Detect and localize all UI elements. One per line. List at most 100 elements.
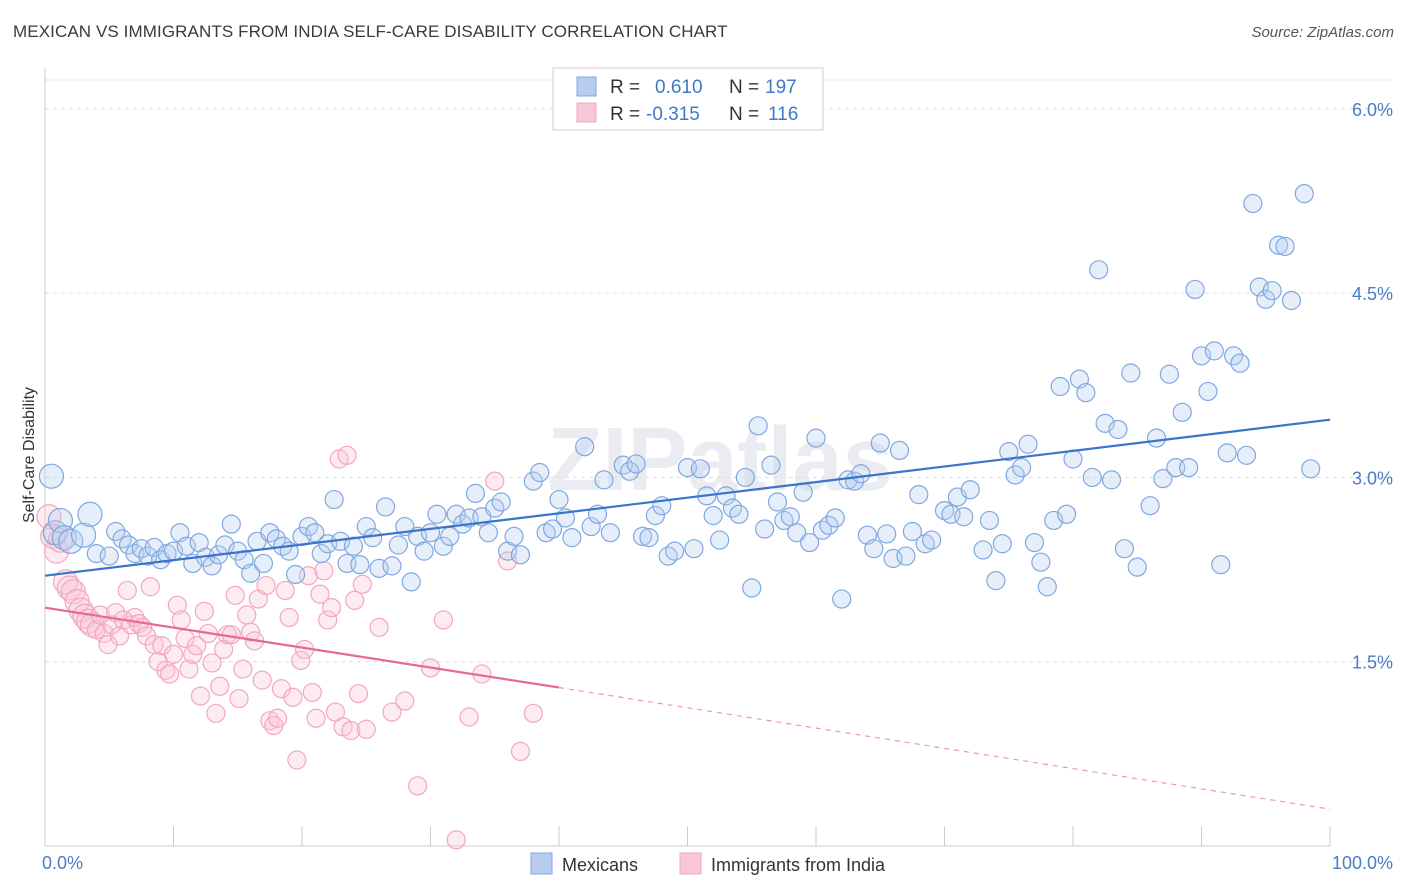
mexican-point-77 (549, 489, 569, 510)
mexican-point-8 (99, 546, 119, 566)
india-point-80 (348, 684, 369, 704)
mexican-point-32 (253, 553, 274, 574)
legend-swatch-mexicans (576, 76, 597, 97)
mexican-point-175 (1217, 443, 1237, 463)
mexican-point-108 (767, 492, 788, 512)
mexican-point-170 (1185, 279, 1205, 300)
mexican-point-41 (311, 543, 331, 564)
india-point-84 (382, 702, 402, 722)
mexican-point-3 (51, 525, 77, 551)
mexican-point-76 (542, 519, 563, 539)
india-point-51 (237, 605, 257, 625)
mexican-point-114 (806, 428, 826, 448)
trend-lines (44, 418, 1331, 810)
mexican-point-131 (915, 534, 935, 554)
mexican-point-65 (465, 483, 486, 503)
mexican-point-5 (70, 522, 97, 548)
india-point-88 (433, 610, 453, 630)
mexican-point-115 (812, 520, 833, 540)
mexican-point-110 (780, 507, 800, 527)
legend-r-label-1: R = (610, 77, 640, 98)
y-tick-label-0: 1.5% (1352, 653, 1393, 673)
mexican-point-99 (710, 530, 730, 550)
mexican-point-124 (870, 433, 890, 453)
india-point-70 (310, 584, 330, 604)
india-point-48 (225, 585, 245, 605)
india-point-90 (459, 707, 479, 727)
stats-legend: R = 0.610 N = 197 R = -0.315 N = 116 (552, 67, 824, 131)
india-point-77 (337, 445, 357, 465)
mexican-point-133 (934, 501, 955, 521)
mexican-point-142 (999, 442, 1019, 462)
mexican-point-112 (793, 482, 813, 502)
mexican-point-163 (1140, 496, 1160, 516)
mexican-point-145 (1018, 434, 1038, 454)
mexican-point-83 (594, 470, 614, 490)
tick-labels: 1.5% 3.0% 4.5% 6.0% 0.0% 100.0% (42, 100, 1393, 873)
x-tick-label-0: 0.0% (42, 853, 83, 873)
mexican-point-173 (1204, 341, 1224, 361)
mexican-point-20 (176, 536, 196, 556)
y-axis-title: Self-Care Disability (21, 387, 38, 523)
mexican-point-95 (684, 539, 704, 559)
india-point-56 (256, 575, 276, 596)
bottom-legend-label-india: Immigrants from India (711, 855, 886, 875)
india-point-18 (109, 626, 130, 646)
india-point-72 (318, 610, 338, 630)
bottom-legend-label-mexicans: Mexicans (562, 855, 638, 875)
india-point-95 (523, 703, 543, 723)
india-point-16 (102, 615, 122, 635)
mexican-point-57 (414, 541, 434, 561)
mexican-point-159 (1108, 419, 1128, 440)
mexican-point-148 (1037, 577, 1057, 597)
mexican-point-24 (202, 556, 222, 576)
mexican-point-71 (504, 526, 524, 547)
mexican-point-117 (825, 508, 845, 528)
mexican-point-69 (491, 492, 511, 512)
india-point-78 (341, 720, 361, 741)
x-tick-label-1: 100.0% (1332, 853, 1393, 873)
mexican-point-106 (754, 519, 775, 539)
india-point-59 (267, 708, 288, 728)
india-point-33 (167, 595, 187, 615)
mexican-point-143 (1005, 465, 1025, 485)
mexican-point-166 (1159, 364, 1179, 384)
mexican-point-113 (799, 532, 820, 553)
mexican-point-182 (1262, 281, 1282, 301)
mexican-point-80 (575, 437, 595, 457)
india-point-74 (325, 702, 346, 722)
mexican-point-147 (1031, 552, 1051, 572)
mexican-point-164 (1146, 428, 1167, 448)
mexican-point-47 (350, 555, 370, 575)
india-point-30 (156, 660, 176, 680)
india-point-63 (283, 687, 303, 707)
mexican-point-118 (832, 589, 852, 609)
mexican-series (38, 184, 1321, 609)
mexican-point-2 (47, 507, 74, 534)
india-point-92 (485, 471, 505, 491)
india-point-42 (202, 653, 222, 673)
india-point-73 (321, 598, 342, 618)
mexican-point-141 (992, 534, 1012, 554)
mexican-point-102 (729, 504, 749, 524)
mexican-point-178 (1236, 445, 1257, 465)
mexican-point-74 (530, 462, 550, 483)
india-point-89 (446, 830, 466, 850)
mexican-point-176 (1224, 346, 1244, 366)
mexican-point-169 (1179, 458, 1199, 478)
mexican-point-96 (690, 459, 710, 479)
india-point-55 (252, 670, 272, 690)
mexican-point-156 (1089, 260, 1109, 280)
mexican-point-121 (851, 464, 871, 484)
mexican-point-137 (960, 480, 980, 500)
mexican-point-89 (639, 528, 659, 548)
mexican-point-150 (1050, 376, 1070, 397)
mexican-point-185 (1281, 290, 1302, 311)
mexican-point-144 (1011, 458, 1032, 478)
mexican-point-27 (221, 514, 241, 534)
mexican-point-179 (1243, 193, 1263, 214)
mexican-point-155 (1082, 467, 1102, 488)
y-tick-label-1: 3.0% (1352, 468, 1393, 488)
india-point-38 (187, 636, 207, 656)
